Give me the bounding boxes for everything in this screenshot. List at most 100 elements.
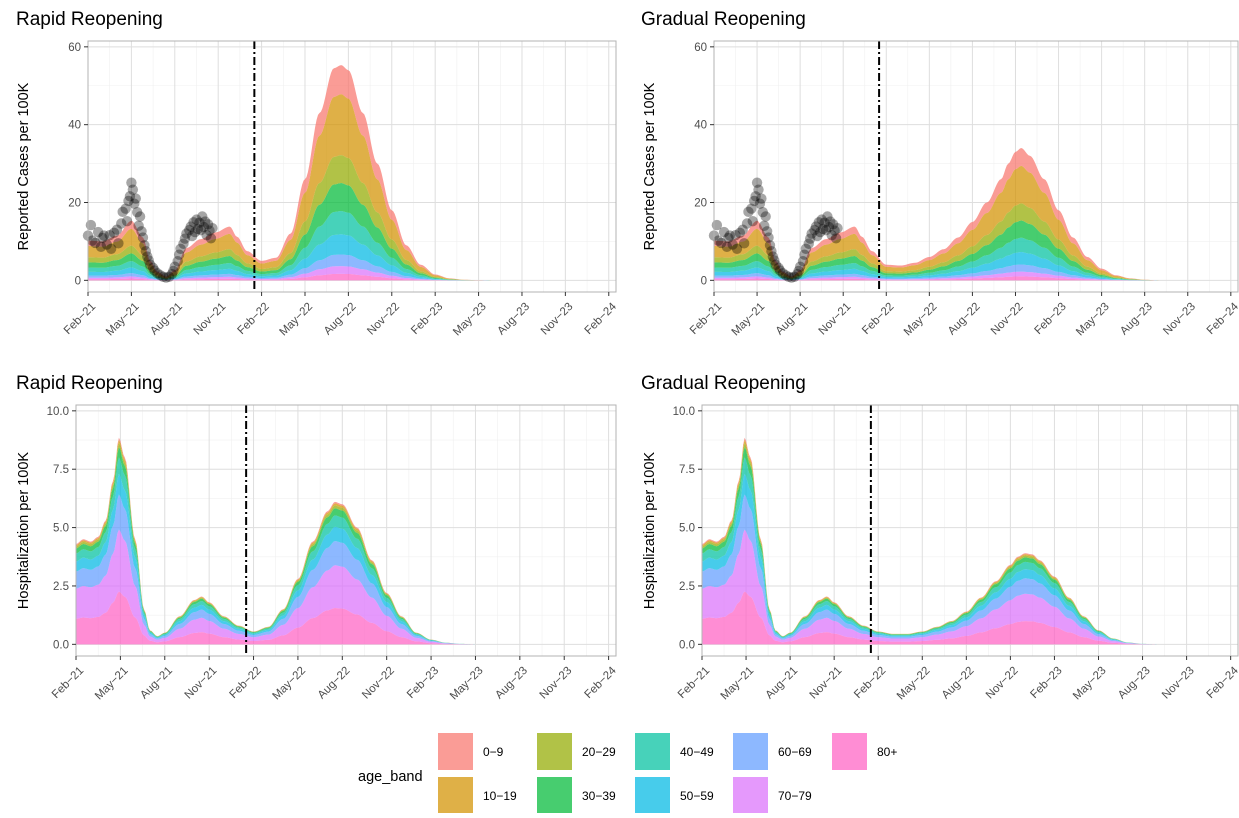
data-point [815,226,826,238]
x-tick-label: Feb−24 [583,664,620,701]
area-series-0−9 [88,65,494,281]
data-point [737,224,748,235]
data-point [753,184,764,195]
area-series-20−29 [714,203,1160,281]
x-tick-label: Nov−22 [365,301,402,338]
data-point [793,265,804,277]
data-point [754,198,766,209]
legend-key-20−29: 20−29 [537,733,616,770]
data-point [718,226,730,238]
y-tick-label: 40 [694,120,707,132]
data-point [800,243,812,255]
data-point [786,272,797,283]
x-tick-label: May−21 [104,301,142,339]
data-point [799,249,810,260]
area-series-80+ [76,591,476,645]
data-point [202,219,214,230]
data-point [823,221,835,233]
data-point [127,184,139,195]
area-series-60−69 [702,494,1158,645]
data-point [204,225,215,236]
data-point [724,230,735,241]
legend-label: 10−19 [483,789,517,803]
chart-title: Rapid Reopening [16,373,163,394]
data-point [734,227,746,239]
data-point [731,243,743,255]
area-series-0−9 [714,148,1160,281]
x-tick-label: Feb−21 [676,665,712,701]
data-point [822,211,833,222]
data-point [820,224,832,236]
legend: age_band 0−9 10−19 20−29 30−39 40−49 50−59 60−6… [358,733,897,814]
legend-swatch [733,733,768,770]
data-point [746,203,757,214]
data-point [766,245,777,257]
legend-swatch [832,733,867,770]
data-point [136,226,147,237]
y-tick-label: 0 [701,275,707,287]
x-tick-label: May−23 [1071,665,1109,703]
data-point [764,240,776,251]
data-point [168,265,179,277]
legend-label: 20−29 [582,745,616,759]
x-tick-label: Nov−23 [538,665,575,702]
data-point [131,207,143,218]
area-series-30−39 [714,220,1160,281]
x-tick-label: Nov−23 [1160,665,1197,702]
data-point [143,255,154,266]
x-tick-label: Aug−23 [493,665,530,702]
legend-label: 0−9 [483,745,504,759]
area-series-80+ [702,591,1158,645]
data-point [827,219,839,230]
data-point [770,259,781,270]
x-tick-label: Aug−23 [1116,665,1153,702]
x-tick-label: May−21 [730,301,768,339]
y-tick-label: 60 [68,42,81,54]
data-point [809,224,820,236]
y-tick-label: 2.5 [679,581,695,593]
area-series-70−79 [702,529,1158,645]
x-tick-label: Aug−21 [764,665,801,702]
data-point [120,203,131,214]
y-tick-label: 0.0 [53,639,69,651]
x-tick-label: Feb−22 [227,665,263,701]
x-tick-label: Aug−22 [940,665,977,702]
data-point [757,207,769,218]
data-point [769,255,780,266]
data-point [145,259,156,270]
legend-label: 70−79 [778,789,812,803]
x-tick-label: Feb−24 [1205,300,1239,337]
x-tick-label: Nov−21 [808,665,845,702]
x-tick-label: May−22 [270,665,308,703]
y-tick-label: 20 [68,197,81,209]
data-point [149,265,160,276]
legend-key-80+: 80+ [832,733,897,770]
x-tick-label: Aug−22 [316,665,353,702]
data-point [188,217,199,228]
data-point [87,235,98,246]
data-point [104,229,115,241]
data-point [761,226,773,237]
chart-title: Rapid Reopening [16,9,163,30]
y-tick-label: 0 [75,275,81,287]
y-axis-label: Hospitalization per 100K [642,452,658,610]
data-point [197,211,208,222]
data-point [152,268,163,279]
y-tick-label: 40 [68,120,81,132]
data-point [198,221,209,233]
x-tick-label: Nov−22 [360,665,397,702]
data-point [116,218,127,229]
data-point [751,177,763,188]
legend-title: age_band [358,769,423,785]
y-tick-label: 0.0 [679,639,695,651]
data-point [113,238,124,249]
data-point [195,224,207,236]
data-point [95,241,107,253]
area-series-40−49 [88,211,494,281]
data-point [723,232,734,244]
x-tick-label: Feb−22 [852,665,888,701]
data-point [727,239,738,250]
panel-border [75,404,617,657]
x-tick-label: Nov−21 [183,665,220,702]
